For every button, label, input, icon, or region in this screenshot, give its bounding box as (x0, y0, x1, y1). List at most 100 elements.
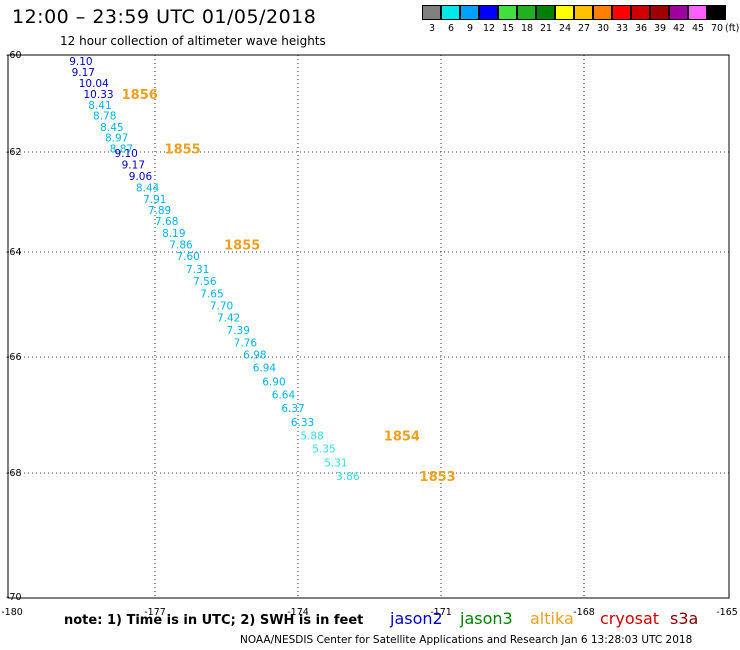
wave-height-value: 6.33 (291, 417, 314, 429)
wave-height-value: 3.86 (336, 471, 360, 483)
credit-line: NOAA/NESDIS Center for Satellite Applica… (240, 634, 693, 646)
satellite-name: altika (530, 609, 574, 628)
legend-label: 24 (558, 23, 572, 34)
map-subtitle: 12 hour collection of altimeter wave hei… (60, 34, 326, 48)
wave-height-value: 7.42 (217, 313, 240, 325)
pass-time-label: 1855 (165, 143, 201, 158)
wave-height-value: 5.88 (300, 430, 323, 442)
legend-label: 18 (520, 23, 534, 34)
legend-label: 27 (577, 23, 591, 34)
legend-unit: (ft) (725, 23, 740, 34)
x-tick-label: -168 (573, 607, 595, 618)
axis-ticks: -180 -177 -174 -171 -168 -165 -60 -62 -64 -66 -68 -… (1, 50, 738, 618)
legend-swatch (669, 5, 688, 20)
observations-layer: 9.109.1710.0410.338.418.788.458.978.879.… (69, 56, 360, 483)
y-tick-label: -68 (6, 468, 22, 479)
wave-height-value: 7.89 (148, 205, 171, 217)
satellite-name: cryosat (600, 609, 660, 628)
legend-swatch (555, 5, 574, 20)
y-tick-label: -70 (6, 592, 22, 603)
wave-height-value: 9.17 (72, 67, 95, 79)
legend-swatch (460, 5, 479, 20)
legend-label: 70 (710, 23, 724, 34)
legend-swatch (650, 5, 669, 20)
x-tick-label: -180 (1, 607, 23, 618)
y-tick-label: -62 (6, 147, 22, 158)
wave-height-value: 7.70 (210, 301, 233, 313)
legend-swatch (498, 5, 517, 20)
legend-label: 36 (634, 23, 648, 34)
wave-height-value: 7.76 (234, 337, 258, 349)
wave-height-value: 5.35 (312, 444, 335, 456)
legend-swatch (612, 5, 631, 20)
wave-height-value: 7.68 (155, 216, 178, 228)
wave-height-value: 9.10 (69, 56, 92, 68)
wave-height-value: 8.87 (110, 144, 133, 156)
wave-height-value: 7.31 (186, 264, 209, 276)
wave-height-value: 8.45 (100, 122, 123, 134)
x-tick-label: -165 (716, 607, 738, 618)
wave-height-value: 6.98 (243, 349, 266, 361)
legend-label: 42 (672, 23, 686, 34)
legend-label: 30 (596, 23, 610, 34)
satellite-name: jason2 (390, 609, 443, 628)
wave-height-value: 8.19 (162, 228, 185, 240)
y-tick-label: -64 (6, 247, 22, 258)
wave-height-value: 8.41 (88, 100, 111, 112)
x-tick-label: -171 (430, 607, 452, 618)
legend-label: 15 (501, 23, 515, 34)
pass-time-label: 1853 (420, 470, 456, 485)
legend-label: 33 (615, 23, 629, 34)
legend-swatch (517, 5, 536, 20)
legend-label: 45 (691, 23, 705, 34)
legend-swatch (479, 5, 498, 20)
wave-height-value: 10.04 (79, 78, 109, 90)
wave-height-value: 9.17 (122, 160, 145, 172)
map-frame (7, 54, 730, 599)
wave-height-value: 9.06 (129, 171, 153, 183)
wave-height-value: 6.90 (262, 376, 285, 388)
wave-height-value: 8.78 (93, 111, 116, 123)
wave-height-value: 7.39 (227, 325, 250, 337)
wave-height-value: 6.64 (272, 390, 296, 402)
legend-swatch (593, 5, 612, 20)
wave-height-value: 10.33 (84, 89, 114, 101)
x-tick-label: -174 (287, 607, 309, 618)
legend-swatch (422, 5, 441, 20)
legend-swatch (574, 5, 593, 20)
legend-swatch (707, 5, 726, 20)
legend-swatch (536, 5, 555, 20)
map-grid (8, 55, 729, 598)
wave-height-value: 9.10 (114, 148, 137, 160)
wave-height-value: 5.31 (324, 458, 347, 470)
y-tick-label: -66 (6, 352, 22, 363)
map-title: 12:00 – 23:59 UTC 01/05/2018 (12, 6, 317, 28)
legend-swatch (441, 5, 460, 20)
x-tick-label: -177 (144, 607, 166, 618)
legend-label: 39 (653, 23, 667, 34)
pass-time-label: 1856 (122, 88, 158, 103)
y-tick-label: -60 (6, 50, 22, 61)
pass-times-layer: 1856 1855 1855 1854 1853 (122, 88, 456, 485)
satellite-name: jason3 (460, 609, 513, 628)
wave-height-value: 8.97 (105, 132, 128, 144)
pass-time-label: 1855 (224, 239, 260, 254)
legend-label: 9 (466, 23, 474, 34)
wave-height-value: 7.65 (200, 288, 223, 300)
satellite-name: s3a (670, 609, 699, 628)
legend-label: 21 (539, 23, 553, 34)
legend-swatch (631, 5, 650, 20)
pass-time-label: 1854 (384, 429, 420, 444)
legend-label: 12 (482, 23, 496, 34)
legend-swatch (688, 5, 707, 20)
wave-height-value: 8.44 (136, 183, 160, 195)
wave-height-value: 6.37 (281, 403, 304, 415)
legend-label: 3 (428, 23, 436, 34)
wave-height-value: 6.94 (253, 362, 277, 374)
wave-height-value: 7.60 (176, 251, 199, 263)
footnote: note: 1) Time is in UTC; 2) SWH is in fe… (64, 613, 364, 628)
wave-height-value: 7.86 (169, 240, 193, 252)
wave-height-value: 7.91 (143, 194, 166, 206)
legend-label: 6 (447, 23, 455, 34)
